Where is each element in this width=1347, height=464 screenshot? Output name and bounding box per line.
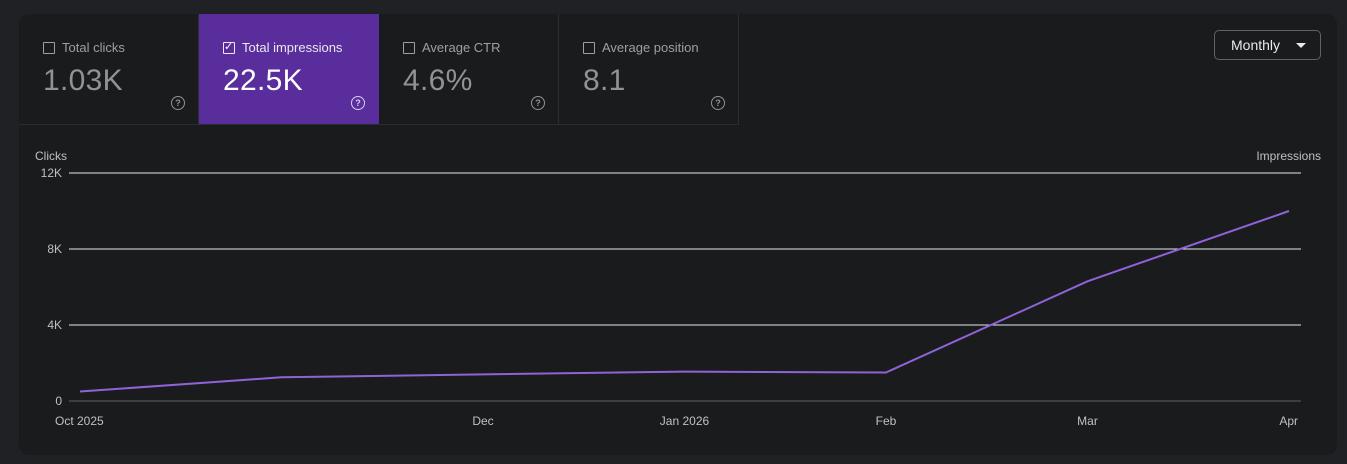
metric-value: 4.6%	[403, 64, 473, 97]
metric-label: Total impressions	[242, 40, 343, 55]
y-tick-label: 4K	[47, 318, 62, 332]
right-axis-label: Impressions	[1256, 149, 1321, 163]
metric-value: 8.1	[583, 64, 626, 97]
metric-value: 1.03K	[43, 64, 123, 97]
metric-tab-total-clicks[interactable]: Total clicks 1.03K ?	[19, 14, 199, 124]
caret-down-icon	[1296, 43, 1306, 48]
x-tick-label: Apr	[1279, 414, 1298, 428]
x-tick-label: Jan 2026	[660, 414, 710, 428]
x-tick-label: Dec	[472, 414, 493, 428]
y-axis-ticks: 0 4K 8K 12K	[41, 166, 63, 408]
x-axis-ticks: Oct 2025 Dec Jan 2026 Feb Mar Apr	[55, 414, 1298, 428]
x-tick-label: Mar	[1077, 414, 1098, 428]
data-point[interactable]	[681, 368, 689, 376]
impressions-line-chart: Clicks Impressions 0 4K 8K 12K Oct 2025 Dec J…	[35, 149, 1321, 428]
total-impressions-checkbox[interactable]: ✓	[223, 40, 235, 54]
metric-value: 22.5K	[223, 64, 303, 97]
total-clicks-checkbox[interactable]	[43, 41, 55, 54]
metric-tab-total-impressions[interactable]: ✓ Total impressions 22.5K ?	[199, 14, 379, 124]
help-icon[interactable]: ?	[531, 96, 545, 110]
data-point[interactable]	[76, 388, 84, 396]
help-icon[interactable]: ?	[351, 96, 365, 110]
average-ctr-checkbox[interactable]	[403, 41, 415, 54]
data-point[interactable]	[882, 369, 890, 377]
data-point[interactable]	[1285, 207, 1293, 215]
y-tick-label: 0	[55, 394, 62, 408]
performance-panel: Total clicks 1.03K ? ✓ Total impressions…	[19, 14, 1337, 455]
help-icon[interactable]: ?	[711, 96, 725, 110]
period-dropdown-label: Monthly	[1231, 37, 1281, 53]
x-tick-label: Oct 2025	[55, 414, 104, 428]
metric-label: Average CTR	[422, 40, 501, 55]
left-axis-label: Clicks	[35, 149, 67, 163]
data-point[interactable]	[1084, 277, 1092, 285]
data-point[interactable]	[479, 370, 487, 378]
help-icon[interactable]: ?	[171, 96, 185, 110]
metric-label: Average position	[602, 40, 699, 55]
checkmark-icon: ✓	[224, 40, 234, 53]
series-layer	[76, 207, 1293, 396]
average-position-checkbox[interactable]	[583, 41, 595, 54]
period-dropdown[interactable]: Monthly	[1214, 30, 1321, 60]
impressions-series-line[interactable]	[79, 210, 1290, 393]
metric-label: Total clicks	[62, 40, 125, 55]
gridlines	[69, 172, 1301, 402]
metric-tabs: Total clicks 1.03K ? ✓ Total impressions…	[19, 14, 739, 125]
data-point[interactable]	[278, 373, 286, 381]
x-tick-label: Feb	[876, 414, 897, 428]
y-tick-label: 12K	[41, 166, 62, 180]
metric-tab-average-position[interactable]: Average position 8.1 ?	[559, 14, 739, 124]
metric-tab-average-ctr[interactable]: Average CTR 4.6% ?	[379, 14, 559, 124]
y-tick-label: 8K	[47, 242, 62, 256]
